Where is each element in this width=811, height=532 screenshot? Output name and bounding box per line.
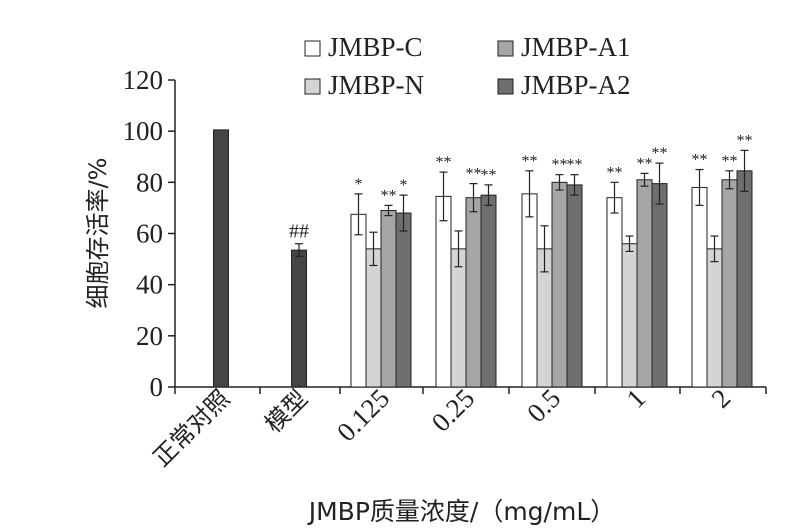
y-tick-label: 20 (136, 321, 163, 351)
bar-jmbp-a2 (566, 184, 583, 388)
legend-swatch (497, 78, 514, 95)
significance-mark: ## (289, 221, 309, 243)
significance-mark: ** (552, 157, 568, 174)
y-tick-label: 120 (123, 65, 164, 95)
legend-swatch (304, 40, 321, 57)
x-axis-label: JMBP质量浓度/（mg/mL） (307, 497, 616, 526)
legend-label: JMBP-N (328, 70, 424, 100)
significance-mark: ** (607, 164, 623, 181)
significance-mark: ** (481, 167, 497, 184)
x-tick-label: 0.5 (521, 383, 566, 428)
legend-swatch (304, 78, 321, 95)
significance-mark: * (400, 177, 408, 194)
bar-control (213, 129, 229, 388)
y-axis-label: 细胞存活率/% (84, 158, 112, 309)
significance-mark: ** (436, 154, 452, 171)
significance-mark: ** (652, 145, 668, 162)
y-tick-label: 0 (150, 372, 164, 402)
legend-label: JMBP-A2 (521, 70, 631, 100)
y-tick-label: 40 (136, 270, 163, 300)
bar-jmbp-a2 (651, 183, 668, 388)
x-tick-label: 模型 (260, 384, 314, 438)
y-tick-label: 100 (123, 116, 164, 146)
legend-label: JMBP-A1 (521, 32, 631, 62)
significance-mark: ** (567, 157, 583, 174)
significance-mark: ** (381, 187, 397, 204)
significance-mark: * (355, 176, 363, 193)
bar-jmbp-a1 (551, 181, 568, 388)
bar-jmbp-a1 (636, 179, 653, 388)
significance-mark: ** (522, 153, 538, 170)
significance-mark: ** (737, 132, 753, 149)
bar-jmbp-c (521, 193, 538, 388)
bar-jmbp-n (365, 248, 382, 388)
bar-jmbp-a1 (380, 209, 397, 388)
bar-jmbp-a1 (721, 179, 738, 388)
bar-control (291, 249, 307, 388)
significance-mark: ** (722, 153, 738, 170)
bar-jmbp-n (706, 248, 723, 388)
y-tick-label: 60 (136, 219, 163, 249)
x-tick-label: 0.25 (426, 383, 481, 438)
bar-jmbp-a2 (736, 170, 753, 388)
significance-mark: ** (637, 155, 653, 172)
bar-jmbp-c (350, 213, 367, 388)
bar-jmbp-n (621, 243, 638, 388)
significance-mark: ** (466, 166, 482, 183)
bar-jmbp-c (691, 186, 708, 388)
significance-mark: ** (692, 152, 708, 169)
bar-jmbp-a2 (395, 212, 412, 388)
bar-jmbp-n (450, 248, 467, 388)
legend-label: JMBP-C (328, 32, 423, 62)
bar-jmbp-a2 (480, 194, 497, 388)
bar-jmbp-c (435, 195, 452, 388)
y-tick-label: 80 (136, 167, 163, 197)
bar-jmbp-c (606, 197, 623, 388)
legend-swatch (497, 40, 514, 57)
bar-jmbp-a1 (465, 197, 482, 388)
